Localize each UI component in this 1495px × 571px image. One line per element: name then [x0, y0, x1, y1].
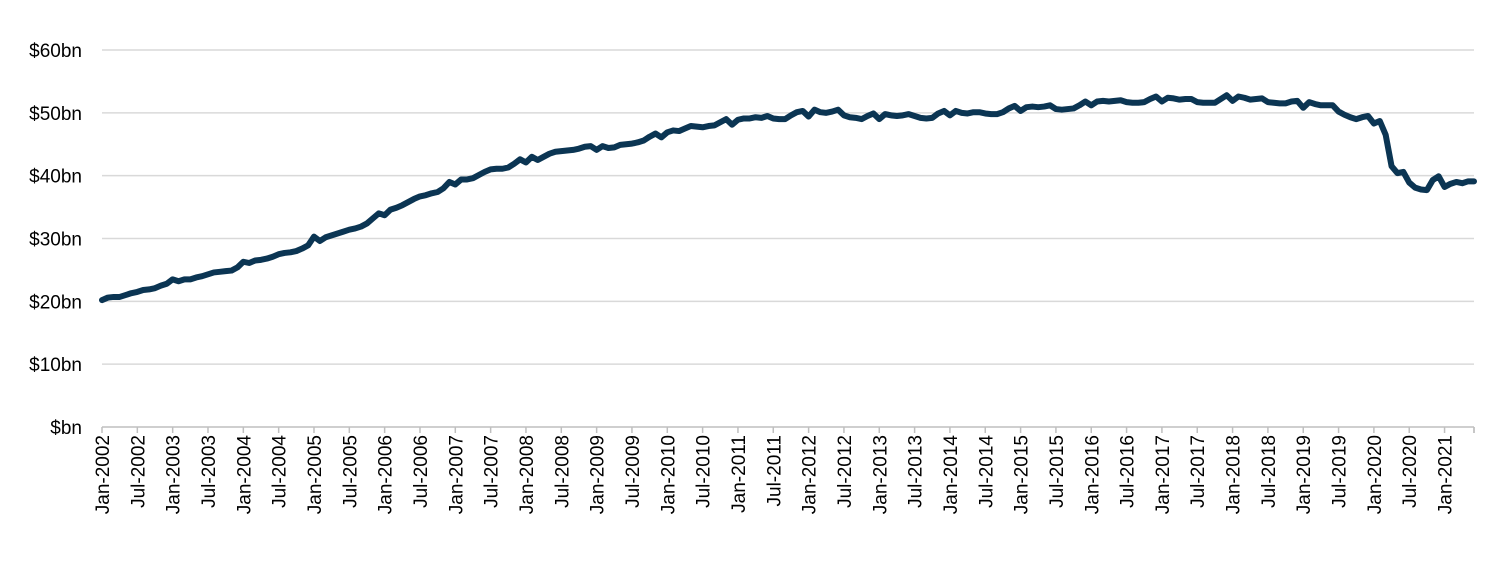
x-axis-tick-labels: Jan-2002 Jul-2002 Jan-2003 Jul-2003 Jan-2004… [93, 435, 1457, 515]
y-tick-label: $bn [50, 418, 82, 439]
x-tick-label: Jan-2018 [1224, 435, 1245, 514]
x-tick-label: Jul-2013 [906, 435, 927, 508]
gridlines [102, 49, 1474, 365]
x-tick-label: Jul-2012 [835, 435, 856, 508]
x-tick-label: Jul-2005 [340, 435, 361, 508]
y-tick-label: $40bn [29, 167, 82, 188]
y-tick-label: $60bn [29, 41, 82, 62]
x-tick-label: Jul-2010 [694, 435, 715, 508]
x-tick-label: Jan-2004 [234, 435, 255, 515]
x-tick-label: Jan-2017 [1153, 435, 1174, 514]
y-tick-label: $30bn [29, 230, 82, 251]
x-tick-label: Jul-2016 [1118, 435, 1139, 508]
x-tick-label: Jan-2012 [800, 435, 821, 514]
y-tick-label: $50bn [29, 104, 82, 125]
y-tick-label: $10bn [29, 355, 82, 376]
x-tick-label: Jan-2009 [588, 435, 609, 514]
x-tick-label: Jul-2008 [552, 435, 573, 508]
x-axis [101, 426, 1475, 433]
x-tick-label: Jul-2017 [1188, 435, 1209, 508]
x-tick-label: Jul-2020 [1400, 435, 1421, 508]
x-tick-label: Jan-2010 [658, 435, 679, 514]
x-tick-label: Jan-2008 [517, 435, 538, 514]
x-tick-label: Jul-2018 [1259, 435, 1280, 508]
x-tick-label: Jan-2020 [1365, 435, 1386, 514]
x-tick-label: Jul-2019 [1330, 435, 1351, 508]
x-tick-label: Jul-2015 [1047, 435, 1068, 508]
x-tick-label: Jan-2002 [93, 435, 114, 514]
x-tick-label: Jan-2014 [941, 435, 962, 515]
x-tick-label: Jan-2016 [1082, 435, 1103, 514]
x-tick-label: Jan-2011 [729, 435, 750, 513]
x-tick-label: Jan-2015 [1012, 435, 1033, 514]
x-tick-label: Jul-2003 [199, 435, 220, 508]
x-tick-label: Jul-2009 [623, 435, 644, 508]
series-line [99, 92, 1477, 304]
x-tick-label: Jan-2019 [1294, 435, 1315, 514]
x-tick-label: Jul-2011 [764, 435, 785, 506]
x-tick-label: Jan-2003 [164, 435, 185, 514]
x-tick-label: Jul-2002 [128, 435, 149, 508]
x-tick-label: Jan-2007 [446, 435, 467, 514]
x-tick-label: Jan-2021 [1436, 435, 1457, 514]
x-tick-label: Jan-2013 [870, 435, 891, 514]
x-tick-label: Jul-2014 [976, 435, 997, 508]
x-tick-label: Jul-2004 [270, 435, 291, 508]
x-tick-label: Jan-2006 [376, 435, 397, 514]
y-tick-label: $20bn [29, 292, 82, 313]
x-tick-label: Jul-2006 [411, 435, 432, 508]
y-axis-tick-labels: $bn $10bn $20bn $30bn $40bn $50bn $60bn [29, 41, 82, 439]
x-tick-label: Jan-2005 [305, 435, 326, 514]
x-tick-label: Jul-2007 [482, 435, 503, 508]
